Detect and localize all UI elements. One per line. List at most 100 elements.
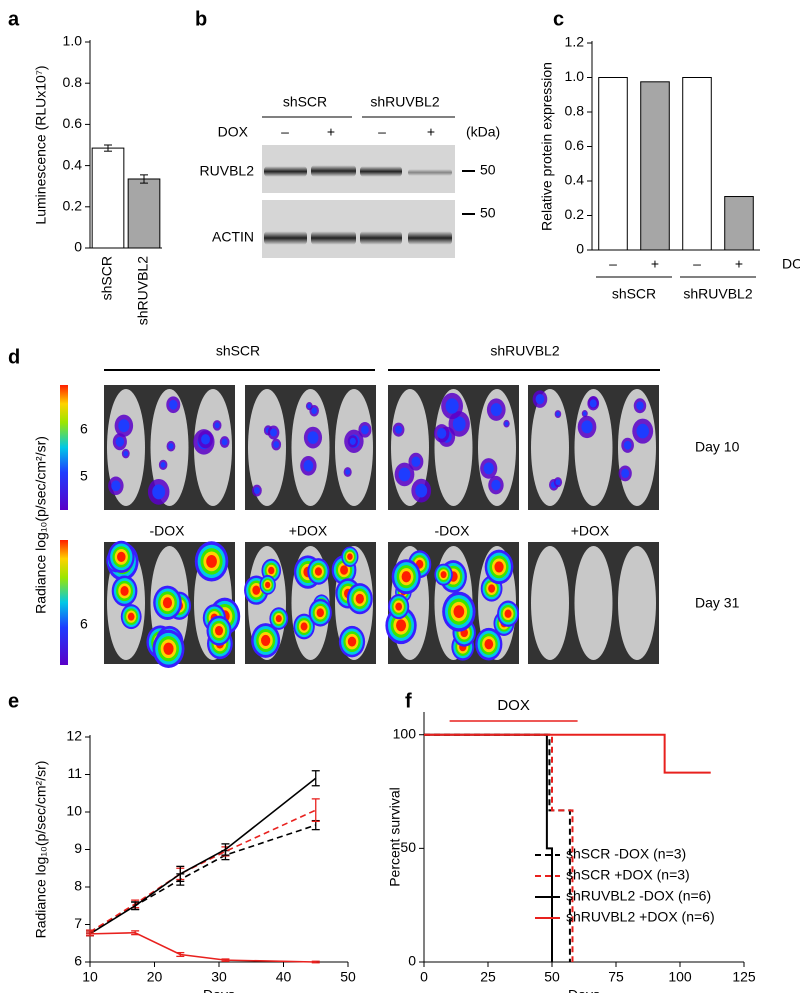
imaging-group: shSCR [216, 343, 260, 359]
y-axis-label: Percent survival [387, 787, 403, 887]
x-tick-label: shSCR [99, 256, 115, 300]
x-tick-label: 125 [732, 969, 756, 985]
colorbar-tick-label: 6 [80, 421, 88, 437]
annotation-label: DOX [497, 697, 530, 714]
survival-line [424, 733, 553, 962]
signal [349, 437, 356, 445]
signal [253, 487, 260, 494]
signal [300, 622, 308, 631]
signal [163, 642, 174, 655]
signal [347, 636, 357, 647]
signal [127, 612, 135, 621]
x-tick-label: 50 [340, 969, 356, 985]
blot-band [311, 231, 356, 245]
group-label: shSCR [612, 286, 656, 302]
signal [636, 423, 649, 439]
x-tick-label: + [735, 256, 743, 272]
signal [621, 468, 630, 479]
signal [504, 609, 512, 618]
signal [215, 625, 224, 636]
signal [118, 419, 130, 433]
blot-band [264, 231, 307, 245]
imaging-day: Day 10 [695, 439, 740, 455]
y-tick-label: 100 [393, 725, 417, 741]
signal [275, 614, 282, 623]
signal [361, 425, 369, 435]
y-tick-label: 0.8 [63, 74, 83, 90]
blot-band [408, 169, 452, 176]
y-tick-label: 9 [74, 840, 82, 856]
x-tick-label: + [651, 256, 659, 272]
panel-letter: c [553, 8, 564, 30]
signal [111, 480, 121, 492]
survival-line [424, 733, 711, 774]
signal [623, 440, 632, 450]
signal [314, 567, 322, 576]
signal [120, 586, 129, 596]
blot-band [311, 165, 356, 177]
panel-letter: e [8, 690, 19, 712]
y-tick-label: 11 [67, 765, 82, 781]
blot-band [408, 231, 452, 245]
x-tick-label: 100 [668, 969, 692, 985]
bar [682, 77, 712, 251]
signal [555, 479, 561, 486]
signal [415, 483, 428, 498]
y-tick-label: 0.2 [565, 206, 585, 222]
signal [411, 456, 421, 467]
y-tick-label: 6 [74, 953, 82, 969]
y-tick-label: 50 [400, 839, 416, 855]
signal [316, 608, 324, 618]
signal [535, 394, 545, 405]
mouse [531, 389, 569, 506]
signal [268, 566, 275, 575]
signal [555, 411, 560, 417]
imaging-condition: -DOX [435, 523, 471, 539]
y-tick-label: 8 [74, 878, 82, 894]
signal [440, 571, 447, 579]
blot-sign: + [327, 124, 335, 140]
x-axis-label: Days [568, 987, 600, 993]
y-axis-label: Relative protein expression [539, 62, 555, 231]
signal [307, 403, 312, 409]
y-tick-label: 0.2 [63, 198, 83, 214]
signal [115, 436, 125, 447]
blot-marker: 50 [480, 205, 496, 221]
signal [340, 565, 348, 575]
bar [127, 178, 161, 249]
blot-group: shSCR [283, 94, 327, 110]
signal [206, 554, 217, 568]
y-tick-label: 0 [576, 241, 584, 257]
mouse [248, 389, 286, 506]
annotation: DOX [782, 256, 800, 272]
imaging-group: shRUVBL2 [490, 343, 559, 359]
imaging-condition: -DOX [150, 523, 186, 539]
signal [347, 553, 353, 560]
signal [355, 593, 364, 604]
signal [398, 467, 411, 482]
legend-label: shSCR +DOX (n=3) [566, 867, 690, 883]
signal [453, 605, 465, 619]
legend-label: shRUVBL2 -DOX (n=6) [566, 888, 711, 904]
series-line [89, 809, 317, 933]
signal [395, 425, 403, 434]
blot-band [264, 166, 307, 177]
signal [152, 484, 166, 500]
bar [640, 81, 670, 251]
signal [445, 398, 459, 414]
signal [307, 431, 319, 444]
blot-unit: (kDa) [466, 124, 500, 140]
y-tick-label: 1.0 [565, 68, 585, 84]
signal [589, 399, 597, 408]
blot-band [360, 231, 402, 245]
colorbar-tick-label: 5 [80, 468, 88, 484]
imaging-condition: +DOX [571, 523, 610, 539]
signal [169, 399, 178, 410]
signal [483, 462, 494, 475]
blot-row-label: RUVBL2 [200, 163, 255, 179]
blot-treatment: DOX [218, 124, 249, 140]
signal [303, 460, 314, 472]
signal [252, 585, 261, 595]
